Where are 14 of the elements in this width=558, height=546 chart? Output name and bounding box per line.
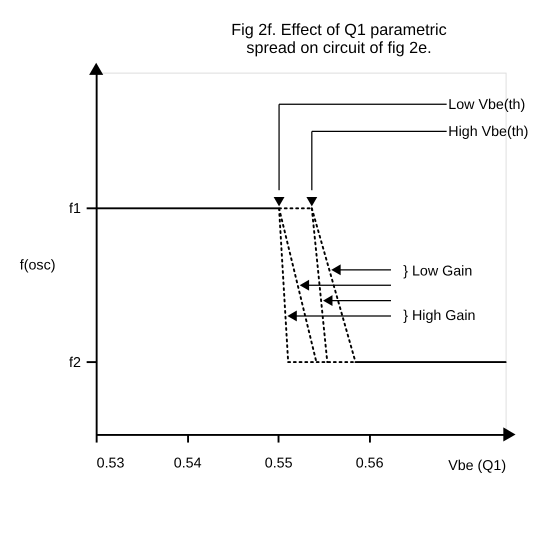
annotation: } Low Gain	[403, 263, 472, 280]
text: f1	[69, 201, 81, 218]
x-tick-label: 0.55	[264, 455, 293, 472]
text: Low Vbe(th)	[448, 97, 526, 114]
text: Fig 2f. Effect of Q1 parametric	[231, 21, 447, 40]
text: High Vbe(th)	[448, 124, 528, 140]
annotation: } High Gain	[403, 308, 476, 324]
x-axis-title: Vbe (Q1)	[448, 458, 506, 474]
x-tick-label: 0.54	[174, 455, 202, 472]
text: f2	[69, 354, 81, 371]
y-axis-title: f(osc)	[20, 257, 56, 274]
x-tick-label: 0.56	[356, 455, 384, 472]
x-tick-label: 0.53	[96, 455, 124, 472]
text: spread on circuit of fig 2e.	[246, 39, 432, 58]
